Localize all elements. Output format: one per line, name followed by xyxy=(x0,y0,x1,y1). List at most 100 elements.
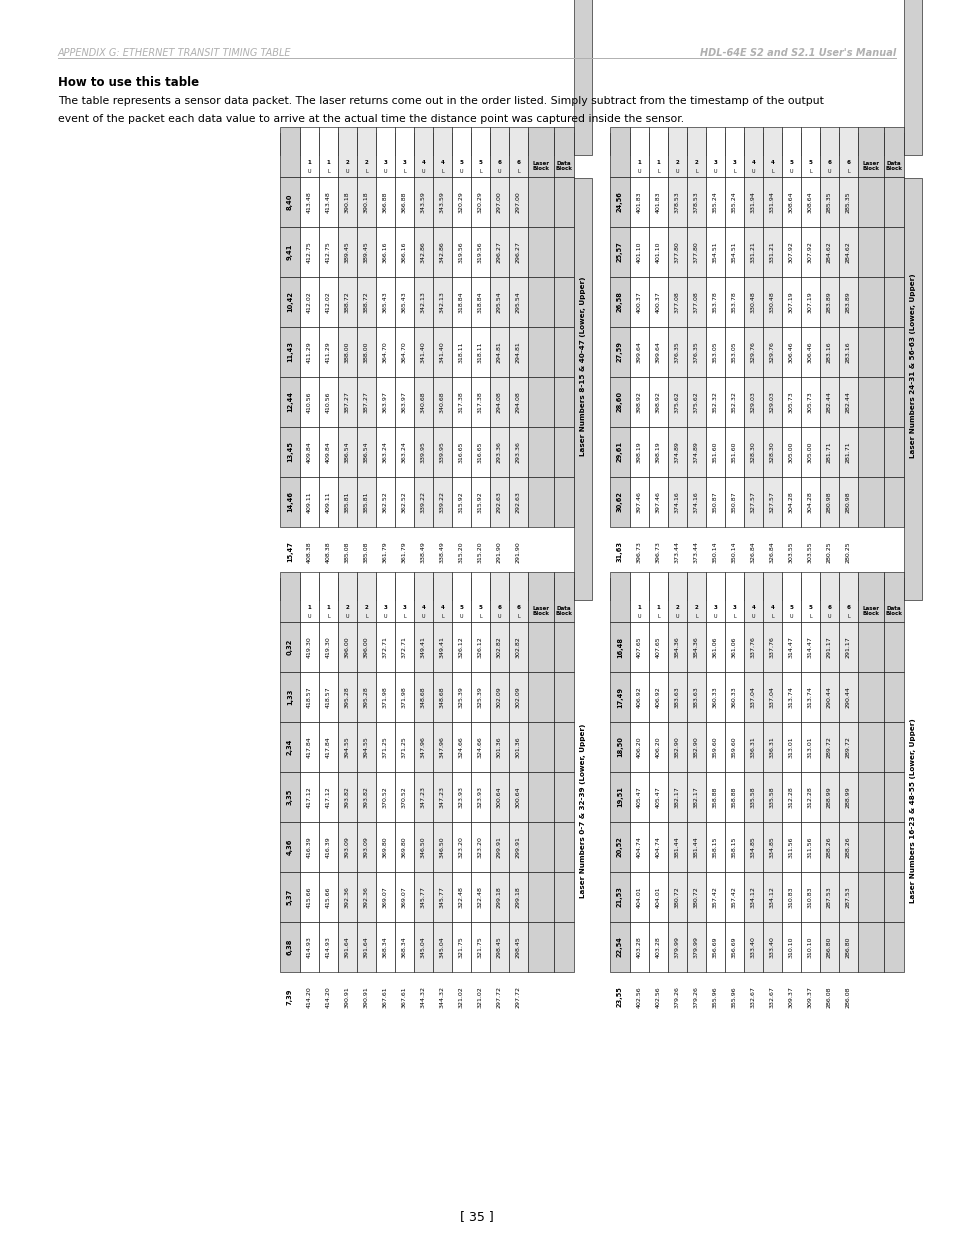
Text: U: U xyxy=(421,169,425,174)
Text: 280.25: 280.25 xyxy=(826,541,831,563)
Text: 291.17: 291.17 xyxy=(826,636,831,658)
Text: 399.64: 399.64 xyxy=(656,341,660,363)
Text: Laser
Block: Laser Block xyxy=(532,605,549,616)
Bar xyxy=(318,277,337,327)
Bar xyxy=(299,923,318,972)
Bar xyxy=(629,772,648,823)
Text: 377.08: 377.08 xyxy=(693,291,699,312)
Bar xyxy=(838,277,857,327)
Text: 350.14: 350.14 xyxy=(712,541,718,563)
Bar xyxy=(705,772,724,823)
Text: 366.16: 366.16 xyxy=(401,241,407,263)
Bar xyxy=(433,327,452,377)
Text: L: L xyxy=(732,169,735,174)
Bar xyxy=(781,722,801,772)
Bar xyxy=(471,572,490,622)
Text: 26,58: 26,58 xyxy=(617,291,622,312)
Bar xyxy=(471,177,490,227)
Text: 5: 5 xyxy=(459,605,463,610)
Text: 407.65: 407.65 xyxy=(637,636,641,658)
Bar xyxy=(318,923,337,972)
Text: 310.10: 310.10 xyxy=(807,936,812,958)
Text: 30,62: 30,62 xyxy=(617,492,622,513)
Text: Laser
Block: Laser Block xyxy=(862,605,879,616)
Bar xyxy=(762,177,781,227)
Bar xyxy=(820,427,838,477)
Text: U: U xyxy=(497,614,500,619)
Bar xyxy=(554,127,574,177)
Bar xyxy=(280,572,299,622)
Bar xyxy=(299,722,318,772)
Bar xyxy=(648,672,667,722)
Text: 5: 5 xyxy=(459,161,463,165)
Text: 390.18: 390.18 xyxy=(345,191,350,212)
Bar xyxy=(490,477,509,527)
Bar xyxy=(337,923,356,972)
Text: 309.37: 309.37 xyxy=(807,986,812,1008)
Bar xyxy=(395,823,414,872)
Text: 297.72: 297.72 xyxy=(516,986,520,1008)
Text: 353.78: 353.78 xyxy=(731,291,737,312)
Bar xyxy=(705,622,724,672)
Text: 377.80: 377.80 xyxy=(693,241,699,263)
Bar xyxy=(299,477,318,527)
Text: L: L xyxy=(846,169,849,174)
Text: 329.03: 329.03 xyxy=(769,391,774,412)
Text: 302.09: 302.09 xyxy=(497,687,501,708)
Text: 419.30: 419.30 xyxy=(326,636,331,658)
Bar xyxy=(743,923,762,972)
Text: 326.84: 326.84 xyxy=(750,541,755,563)
Text: 280.98: 280.98 xyxy=(845,492,850,513)
Bar xyxy=(527,427,554,477)
Text: 326.12: 326.12 xyxy=(458,636,463,658)
Text: 297.72: 297.72 xyxy=(497,986,501,1008)
Bar xyxy=(667,572,686,622)
Text: 31,63: 31,63 xyxy=(617,541,622,562)
Bar xyxy=(280,133,299,156)
Text: 380.72: 380.72 xyxy=(693,887,699,908)
Bar xyxy=(857,277,883,327)
Text: 358.88: 358.88 xyxy=(731,787,737,808)
Text: U: U xyxy=(675,614,679,619)
Bar xyxy=(801,227,820,277)
Text: 409.84: 409.84 xyxy=(326,441,331,463)
Bar xyxy=(648,127,667,177)
Bar xyxy=(762,823,781,872)
Text: 1,33: 1,33 xyxy=(287,689,293,705)
Bar xyxy=(762,872,781,923)
Bar xyxy=(667,823,686,872)
Text: 398.92: 398.92 xyxy=(656,391,660,412)
Bar xyxy=(743,227,762,277)
Text: 381.44: 381.44 xyxy=(693,836,699,858)
Bar xyxy=(452,578,471,600)
Text: L: L xyxy=(695,169,698,174)
Text: 418.57: 418.57 xyxy=(326,687,331,708)
Bar xyxy=(629,177,648,227)
Text: 384.36: 384.36 xyxy=(693,636,699,658)
Text: 322.48: 322.48 xyxy=(477,885,482,908)
Bar xyxy=(337,672,356,722)
Bar xyxy=(724,277,743,327)
Text: 327.57: 327.57 xyxy=(750,492,755,513)
Text: 387.27: 387.27 xyxy=(364,391,369,412)
Text: 336.31: 336.31 xyxy=(769,736,774,758)
Text: 356.69: 356.69 xyxy=(712,936,718,958)
Text: 2: 2 xyxy=(675,161,679,165)
Bar xyxy=(629,672,648,722)
Text: 331.21: 331.21 xyxy=(750,241,755,263)
Text: 359.60: 359.60 xyxy=(731,736,737,758)
Bar xyxy=(490,327,509,377)
Bar xyxy=(318,622,337,672)
Bar xyxy=(820,227,838,277)
Text: 334.12: 334.12 xyxy=(769,885,774,908)
Bar xyxy=(375,177,395,227)
Bar xyxy=(280,377,299,427)
Bar xyxy=(433,427,452,477)
Text: 338.49: 338.49 xyxy=(420,541,426,563)
Bar xyxy=(554,377,574,427)
Text: 317.38: 317.38 xyxy=(458,391,463,412)
Text: 306.46: 306.46 xyxy=(807,341,812,363)
Text: 2,34: 2,34 xyxy=(287,739,293,755)
Text: 315.92: 315.92 xyxy=(458,492,463,513)
Bar xyxy=(838,227,857,277)
